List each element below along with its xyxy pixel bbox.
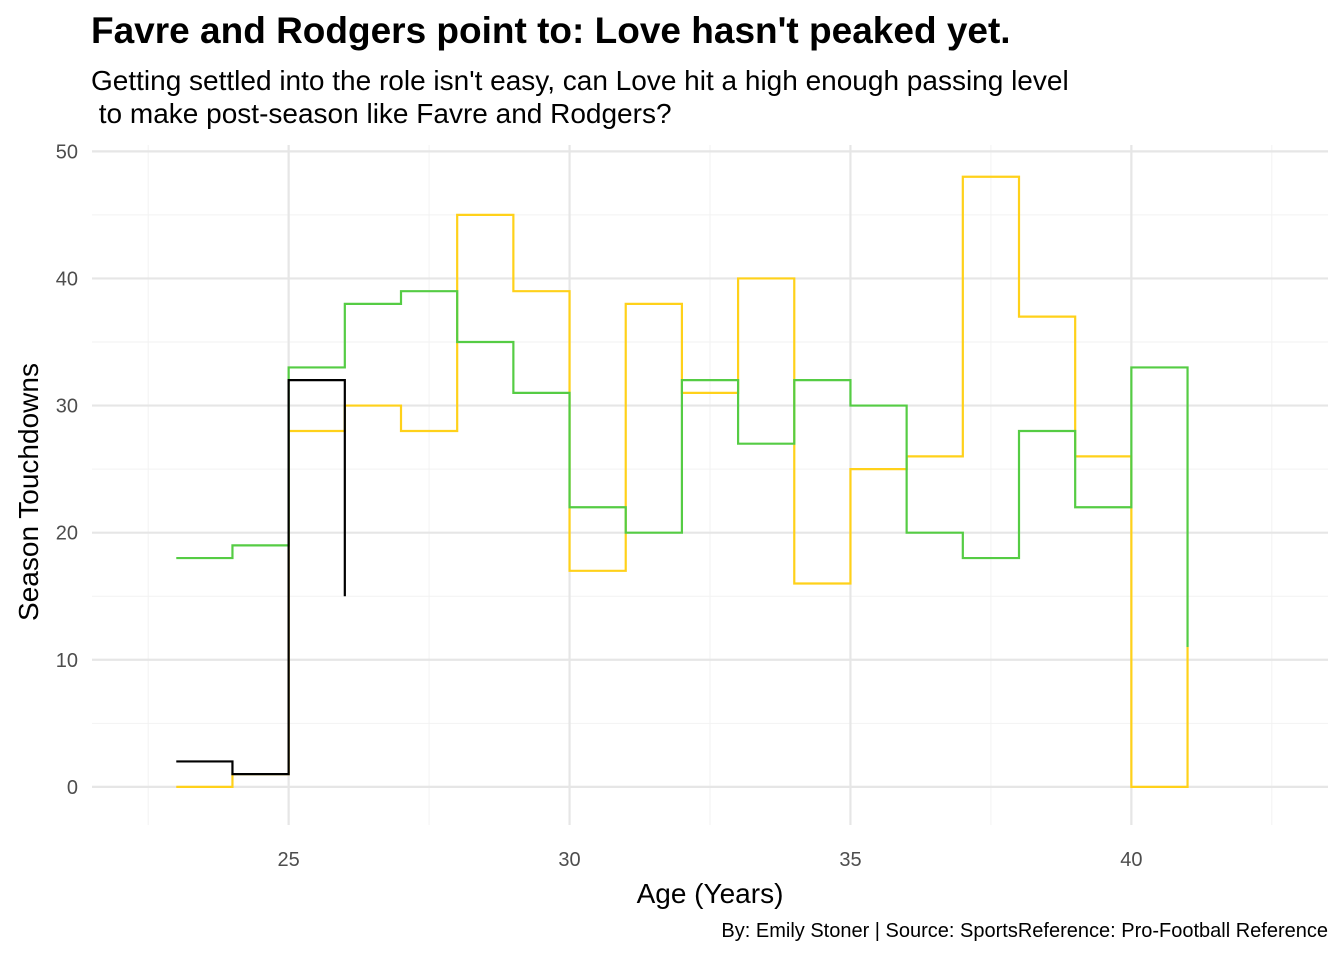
chart-subtitle: Getting settled into the role isn't easy… bbox=[91, 65, 1069, 129]
series-line-2 bbox=[176, 379, 346, 776]
y-tick-label: 30 bbox=[56, 396, 78, 418]
grid bbox=[92, 145, 1328, 825]
x-axis-title: Age (Years) bbox=[637, 878, 784, 909]
x-tick-label: 30 bbox=[558, 849, 580, 871]
y-axis-title: Season Touchdowns bbox=[13, 363, 44, 621]
series-line-1 bbox=[176, 290, 1189, 648]
y-tick-label: 0 bbox=[67, 777, 78, 799]
series-layer bbox=[176, 175, 1189, 788]
chart-caption: By: Emily Stoner | Source: SportsReferen… bbox=[721, 920, 1328, 942]
y-tick-label: 10 bbox=[56, 650, 78, 672]
tick-labels: 0 10 20 30 40 50 25 30 35 40 bbox=[56, 141, 1143, 871]
x-tick-label: 35 bbox=[839, 849, 861, 871]
x-tick-label: 25 bbox=[278, 849, 300, 871]
y-tick-label: 20 bbox=[56, 523, 78, 545]
y-tick-label: 50 bbox=[56, 141, 78, 163]
x-tick-label: 40 bbox=[1120, 849, 1142, 871]
y-tick-label: 40 bbox=[56, 268, 78, 290]
chart-title: Favre and Rodgers point to: Love hasn't … bbox=[91, 10, 1011, 51]
